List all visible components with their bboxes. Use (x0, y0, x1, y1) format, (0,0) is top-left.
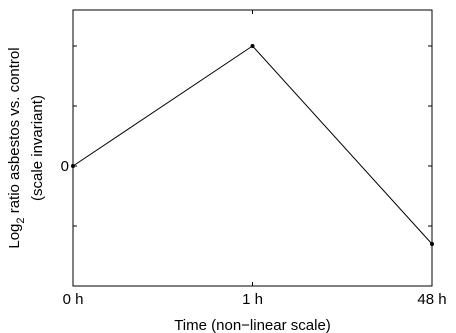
y-axis-label-subscript: 2 (15, 217, 27, 223)
svg-text:Log2 ratio asbestos vs. contro: Log2 ratio asbestos vs. control (6, 47, 27, 248)
x-ticks: 0 h 1 h 48 h (63, 10, 447, 308)
data-point (430, 242, 434, 246)
data-point (71, 164, 75, 168)
series-line (72, 45, 433, 245)
y-axis-label-second-line: (scale invariant) (29, 95, 46, 201)
x-axis-label: Time (non−linear scale) (174, 317, 331, 333)
x-tick-label: 0 h (63, 291, 84, 308)
y-tick-label: 0 (61, 158, 69, 175)
series-layer (71, 44, 434, 246)
data-point (250, 44, 255, 48)
x-tick-label: 1 h (242, 291, 263, 308)
x-tick-label: 48 h (417, 291, 446, 308)
plot-frame (72, 9, 433, 287)
y-axis-label-prefix: Log (6, 224, 23, 249)
y-ticks: 0 (61, 45, 432, 287)
y-axis-label: Log2 ratio asbestos vs. control (scale i… (6, 47, 46, 248)
y-axis-label-suffix: ratio asbestos vs. control (6, 47, 23, 217)
